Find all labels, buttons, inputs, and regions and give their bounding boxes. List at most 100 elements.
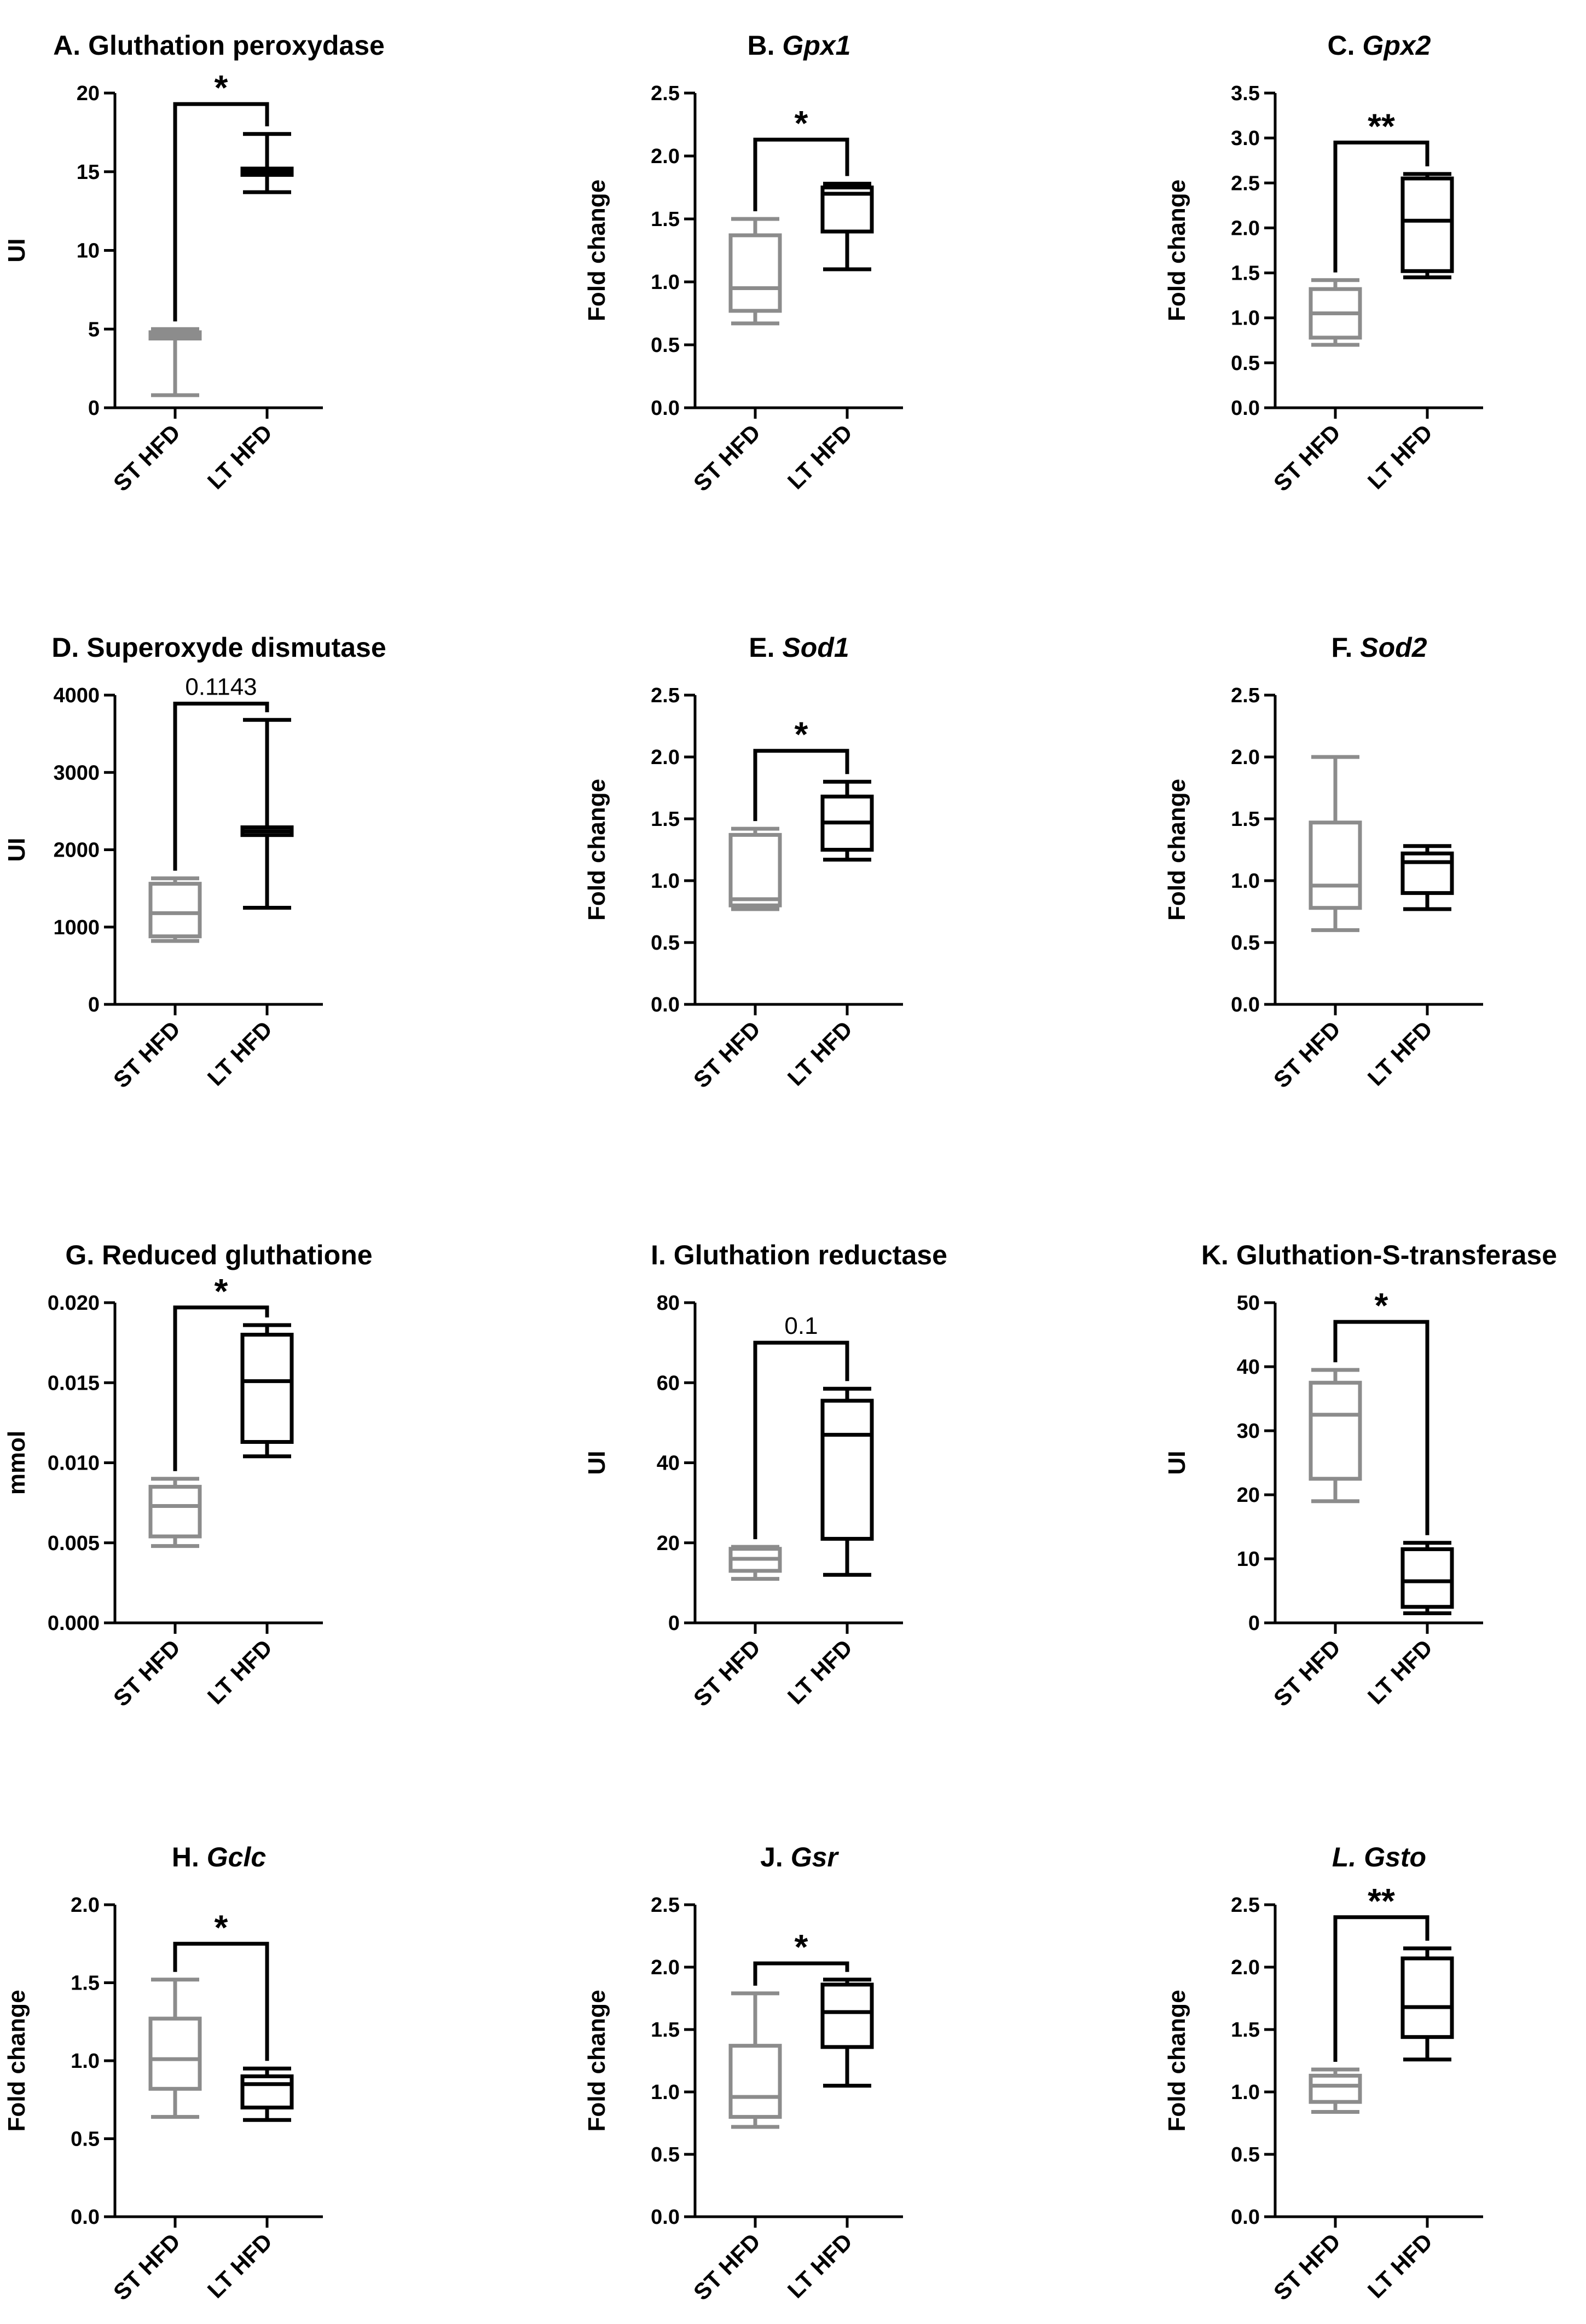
chart-title-main: Gluthation-S-transferase: [1236, 1240, 1557, 1270]
chart-title-main: Sod2: [1360, 632, 1427, 663]
y-tick-label: 1.5: [651, 808, 680, 831]
y-tick-label: 3.0: [1231, 127, 1260, 150]
x-tick-label: LT HFD: [202, 1016, 277, 1091]
x-tick-label: ST HFD: [1269, 2228, 1345, 2305]
chart-title: C. Gpx2: [1328, 30, 1431, 61]
significance-bracket: [753, 137, 849, 211]
chart-title-prefix: I.: [651, 1240, 674, 1270]
x-tick-label: ST HFD: [688, 1634, 765, 1711]
y-tick-label: 0.005: [48, 1532, 100, 1555]
y-tick-label: 1.0: [71, 2050, 100, 2073]
chart-panel-11: J. Gsr Fold change 0.0 0.5 1.0 1.5 2.0 2.5 ST HF…: [583, 1842, 903, 2305]
chart-title-main: Reduced gluthatione: [102, 1240, 372, 1270]
x-tick-label: ST HFD: [108, 1634, 185, 1711]
y-tick-label: 0.0: [1231, 993, 1260, 1016]
x-tick-label: ST HFD: [108, 1016, 185, 1092]
x-tick-label: LT HFD: [202, 419, 277, 494]
box-iqr: [728, 2044, 782, 2119]
x-tick-label: ST HFD: [108, 2228, 185, 2305]
y-tick-label: 0.0: [71, 2206, 100, 2229]
y-tick-label: 0.015: [48, 1372, 100, 1395]
box-iqr: [148, 882, 202, 939]
chart-title: J. Gsr: [760, 1842, 839, 1872]
y-tick-label: 40: [1237, 1356, 1260, 1379]
y-tick-label: 50: [1237, 1292, 1260, 1315]
y-tick-label: 0.020: [48, 1292, 100, 1315]
significance-label: *: [795, 715, 808, 754]
y-tick-label: 0.5: [1231, 2143, 1260, 2166]
box-iqr: [1309, 1380, 1362, 1481]
y-tick-label: 0.000: [48, 1612, 100, 1635]
y-tick-label: 1.5: [1231, 808, 1260, 831]
chart-title: G. Reduced gluthatione: [65, 1240, 372, 1270]
y-tick-label: 0.5: [71, 2128, 100, 2151]
y-tick-label: 1.5: [71, 1972, 100, 1995]
box-st-hfd: [148, 1477, 202, 1548]
y-tick-label: 20: [657, 1532, 680, 1555]
chart-title-main: Gclc: [207, 1842, 267, 1872]
chart-panel-12: L. Gsto Fold change 0.0 0.5 1.0 1.5 2.0 2.5 ST H…: [1164, 1842, 1483, 2305]
chart-title-prefix: D.: [51, 632, 86, 663]
y-axis-label: Fold change: [1164, 180, 1190, 321]
chart-title-main: Superoxyde dismutase: [86, 632, 386, 663]
significance-label: *: [215, 68, 228, 107]
y-tick-label: 1.0: [1231, 307, 1260, 330]
x-tick-label: LT HFD: [202, 1634, 277, 1709]
y-tick-label: 0: [668, 1612, 680, 1635]
significance-bracket: [1333, 140, 1429, 273]
significance-bracket: [753, 1961, 849, 1986]
significance-label: **: [1368, 106, 1395, 146]
box-lt-hfd: [1400, 1541, 1454, 1615]
chart-title-main: Sod1: [782, 632, 849, 663]
chart-title: I. Gluthation reductase: [651, 1240, 947, 1270]
y-tick-label: 10: [1237, 1548, 1260, 1571]
significance-bracket: [1333, 1915, 1429, 2062]
y-tick-label: 5: [88, 318, 100, 341]
y-tick-label: 20: [77, 82, 100, 105]
y-tick-label: 0.0: [651, 397, 680, 420]
chart-title: A. Gluthation peroxydase: [53, 30, 385, 61]
x-tick-label: ST HFD: [1269, 1016, 1345, 1092]
y-axis-label: Fold change: [1164, 779, 1190, 921]
y-tick-label: 2.0: [71, 1894, 100, 1917]
x-tick-label: LT HFD: [783, 419, 858, 494]
chart-title-main: Gsr: [791, 1842, 840, 1872]
y-tick-label: 1.0: [1231, 870, 1260, 893]
box-st-hfd: [148, 1978, 202, 2119]
y-tick-label: 0.0: [651, 993, 680, 1016]
chart-panel-3: C. Gpx2 Fold change 0.0 0.5 1.0 1.5 2.0 2.5 3.0 3…: [1164, 30, 1483, 496]
y-tick-label: 2000: [53, 839, 100, 862]
y-tick-label: 0.5: [1231, 352, 1260, 375]
y-axis-label: Fold change: [583, 180, 610, 321]
chart-title-prefix: J.: [760, 1842, 791, 1872]
x-tick-label: ST HFD: [1269, 1634, 1345, 1711]
box-st-hfd: [1309, 2067, 1362, 2114]
y-tick-label: 2.0: [1231, 746, 1260, 769]
box-iqr: [820, 1982, 874, 2049]
y-axis-label: mmol: [3, 1431, 30, 1495]
y-tick-label: 0.0: [1231, 2206, 1260, 2229]
y-tick-label: 2.0: [651, 1956, 680, 1979]
x-tick-label: LT HFD: [783, 1634, 858, 1709]
x-tick-label: ST HFD: [1269, 419, 1345, 496]
chart-title: H. Gclc: [172, 1842, 266, 1872]
y-tick-label: 0.0: [651, 2206, 680, 2229]
chart-panel-8: I. Gluthation reductase UI 0 20 40 60 80 ST HFD…: [583, 1240, 947, 1712]
y-tick-label: 0.5: [651, 2143, 680, 2166]
box-iqr: [148, 2016, 202, 2091]
box-lt-hfd: [1400, 844, 1454, 911]
y-tick-label: 40: [657, 1452, 680, 1475]
y-tick-label: 3.5: [1231, 82, 1260, 105]
y-tick-label: 2.5: [1231, 684, 1260, 707]
significance-bracket: [173, 1941, 269, 2061]
significance-bracket: [173, 702, 269, 871]
y-tick-label: 1.5: [1231, 2019, 1260, 2042]
chart-title-prefix: E.: [749, 632, 782, 663]
significance-label: *: [1375, 1286, 1388, 1325]
chart-panel-7: G. Reduced gluthatione mmol 0.000 0.005 0.01…: [3, 1240, 373, 1712]
box-iqr: [728, 233, 782, 313]
x-tick-label: LT HFD: [1363, 419, 1438, 494]
y-tick-label: 2.5: [651, 684, 680, 707]
y-tick-label: 1.0: [1231, 2081, 1260, 2104]
box-iqr: [1400, 1956, 1454, 2039]
